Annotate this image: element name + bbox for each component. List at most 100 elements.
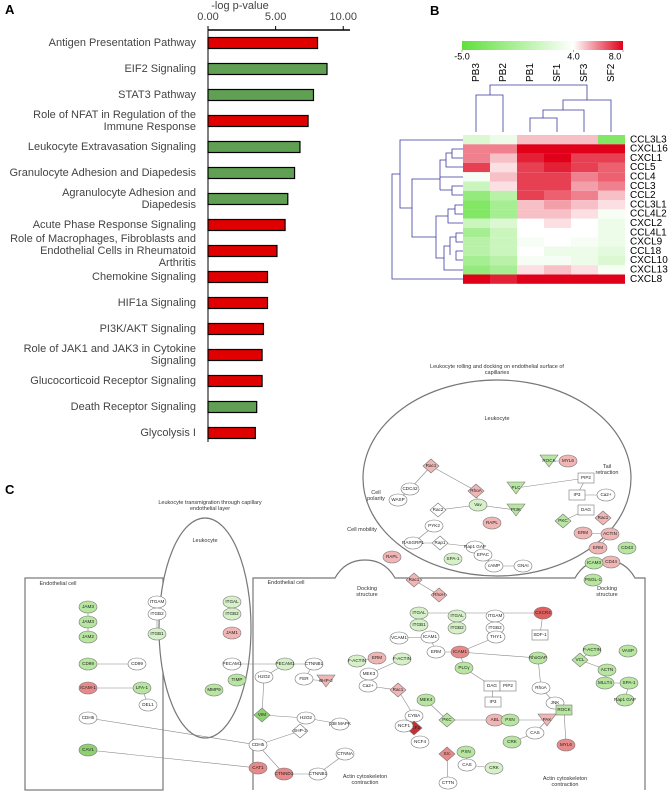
node-label: CDC42: [402, 486, 418, 491]
node: [138, 698, 158, 712]
node-label: F-ACTIN: [583, 647, 601, 652]
heatmap-cell: [571, 153, 598, 163]
node-label: PLCγ: [458, 665, 470, 670]
heatmap-cell: [517, 228, 544, 238]
heatmap-cell: [598, 181, 625, 191]
node: [438, 712, 456, 728]
heatmap-cell: [571, 209, 598, 219]
heatmap-cell: [490, 153, 517, 163]
heatmap-cell: [463, 209, 490, 219]
node: [132, 681, 152, 695]
node: [582, 643, 602, 657]
bar: [207, 374, 263, 388]
node-label: NCF1: [398, 723, 410, 728]
node-label: CRK: [507, 739, 518, 744]
node-label: F-ACTIN: [393, 656, 411, 661]
heatmap-cell: [598, 265, 625, 275]
row-label: CXCL1: [630, 153, 663, 164]
y-tick-label: STAT3 Pathway: [118, 89, 196, 101]
node-label: CTNNB1: [309, 771, 328, 776]
node-label: ROCK: [542, 458, 556, 463]
heatmap-cell: [571, 218, 598, 228]
heatmap-cell: [463, 237, 490, 247]
heatmap-cell: [571, 162, 598, 173]
heatmap-cell: [517, 218, 544, 228]
row-label: CCL3: [630, 181, 656, 192]
x-axis-title: -log p-value: [211, 0, 268, 12]
y-tick-label: Antigen Presentation Pathway: [48, 37, 196, 49]
heatmap-cell: [544, 181, 571, 191]
bar: [207, 114, 309, 128]
row-label: CCL3L1: [630, 199, 667, 210]
node: [127, 657, 147, 671]
node-label: Rac1: [426, 463, 437, 468]
node-label: RhoA: [535, 685, 547, 690]
heatmap-cell: [463, 144, 490, 154]
heatmap-cell: [517, 181, 544, 191]
node-label: NCF2: [408, 725, 420, 730]
node: [78, 615, 98, 629]
node-label: EPAC: [477, 552, 490, 557]
node-label: PKC: [442, 717, 452, 722]
node: [222, 657, 242, 671]
node: [294, 672, 314, 686]
heatmap-cell: [463, 190, 490, 201]
heatmap-cell: [544, 135, 571, 145]
heatmap-cell: [517, 265, 544, 275]
y-tick-label: Role of Macrophages, Fibroblasts and End…: [10, 233, 196, 269]
node-label: TIMP: [232, 677, 243, 682]
node-label: ITGB2: [225, 611, 239, 616]
node-label: ICAM1: [453, 649, 467, 654]
node-label: MMP9: [207, 687, 221, 692]
node: [588, 541, 608, 555]
bar: [207, 140, 301, 154]
heatmap-cell: [544, 218, 571, 228]
colorbar-tick-label: 8.0: [609, 51, 622, 61]
node-label: CYBA: [408, 713, 421, 718]
heatmap-cell: [517, 172, 544, 182]
node-label: THY1: [490, 634, 502, 639]
heatmap-cell: [517, 144, 544, 154]
node: [615, 693, 635, 707]
heatmap-cell: [517, 190, 544, 201]
heatmap-cell: [517, 153, 544, 163]
node: [482, 516, 502, 530]
node-label: F-ACTIN: [348, 658, 366, 663]
heatmap-cell: [598, 246, 625, 256]
node: [422, 458, 440, 474]
node-label: CTNNA: [337, 751, 354, 756]
node-label: H2O2: [258, 674, 270, 679]
y-tick-label: Glycolysis I: [140, 427, 196, 439]
colorbar: [462, 41, 623, 50]
heatmap-cell: [463, 265, 490, 275]
node-label: ITGAL: [225, 599, 239, 604]
diagram-text: Cell polarity: [367, 490, 385, 502]
node-label: JAM2: [82, 634, 94, 639]
heatmap-cell: [598, 255, 625, 266]
node-label: ITGB1: [412, 622, 426, 627]
node-label: CD99: [82, 661, 94, 666]
heatmap-cell: [490, 274, 517, 284]
node: [316, 674, 336, 688]
node: [573, 526, 593, 540]
heatmap-cell: [544, 237, 571, 247]
bar: [207, 166, 296, 180]
node: [254, 670, 274, 684]
endothelial-cell-left: [24, 577, 164, 791]
y-tick-label: EIF2 Signaling: [124, 63, 196, 75]
bar: [207, 348, 263, 362]
node: [274, 767, 294, 781]
node-label: ERM: [578, 530, 588, 535]
node-label: RhoH: [433, 592, 445, 597]
node: [253, 707, 271, 723]
node-label: PXN: [505, 717, 514, 722]
diagram-text: Leukocyte rolling and docking on endothe…: [430, 364, 564, 376]
bar: [207, 270, 269, 284]
node: [438, 746, 456, 762]
node-label: CXCR4: [535, 610, 551, 615]
node: [525, 726, 545, 740]
row-label: CXCL10: [630, 255, 668, 266]
node-label: MEK3: [363, 671, 376, 676]
node: [147, 627, 167, 641]
heatmap-cell: [598, 172, 625, 182]
